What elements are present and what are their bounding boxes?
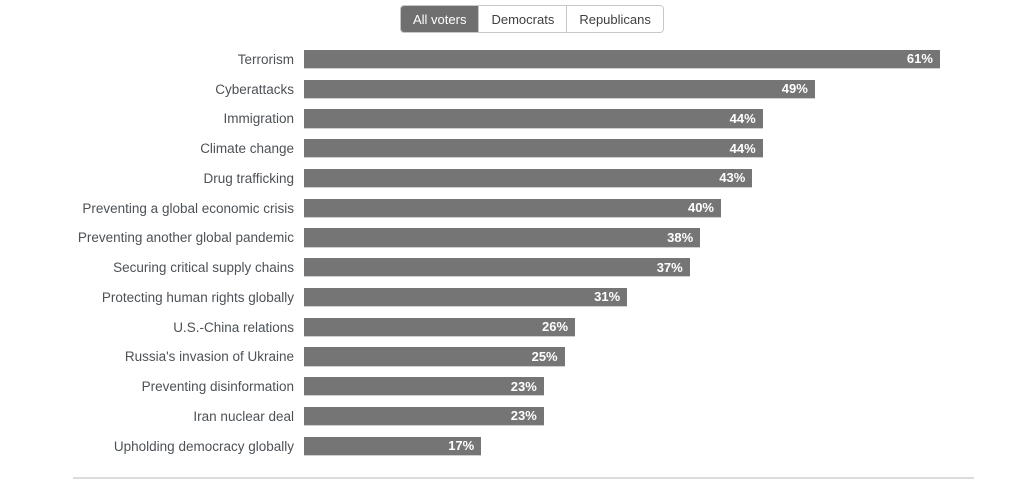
value-label: 44%	[729, 110, 756, 126]
bar-track: 26%	[304, 317, 1024, 337]
bar-row: Russia's invasion of Ukraine 25%	[0, 342, 1024, 372]
tab-all-voters[interactable]: All voters	[401, 6, 479, 32]
voter-group-tabs: All voters Democrats Republicans	[400, 5, 664, 33]
bar-track: 25%	[304, 347, 1024, 367]
bar-track: 38%	[304, 228, 1024, 248]
bar[interactable]: 44%	[304, 139, 763, 159]
value-label: 38%	[667, 229, 694, 245]
bar-row: Preventing another global pandemic 38%	[0, 223, 1024, 253]
bar-row: Preventing disinformation 23%	[0, 372, 1024, 402]
value-label: 31%	[594, 289, 621, 305]
bar-row: Immigration 44%	[0, 104, 1024, 134]
foreign-policy-priorities-bar-chart: Terrorism 61% Cyberattacks 49% Immigrati…	[0, 45, 1024, 462]
category-label: Russia's invasion of Ukraine	[124, 349, 294, 365]
value-label: 40%	[687, 200, 714, 216]
tab-label: Republicans	[579, 11, 651, 27]
bar-track: 44%	[304, 109, 1024, 129]
category-label: U.S.-China relations	[173, 319, 294, 335]
bar-track: 44%	[304, 139, 1024, 159]
bar[interactable]: 31%	[304, 287, 628, 308]
bar[interactable]: 38%	[304, 228, 701, 248]
bar-track: 23%	[304, 406, 1024, 427]
category-label: Preventing another global pandemic	[77, 230, 294, 246]
value-label: 43%	[719, 170, 746, 186]
bar-row: Cyberattacks 49%	[0, 74, 1024, 104]
bar-row: U.S.-China relations 26%	[0, 312, 1024, 342]
category-label: Drug trafficking	[203, 170, 294, 186]
bar-track: 40%	[304, 198, 1024, 218]
category-label: Preventing a global economic crisis	[82, 200, 294, 216]
bar-row: Drug trafficking 43%	[0, 164, 1024, 194]
bar[interactable]: 25%	[304, 347, 565, 367]
bar-track: 49%	[304, 79, 1024, 99]
bar-track: 61%	[304, 49, 1024, 70]
bar-row: Climate change 44%	[0, 134, 1024, 164]
bar-row: Iran nuclear deal 23%	[0, 402, 1024, 432]
bar-track: 17%	[304, 436, 1024, 456]
category-label: Iran nuclear deal	[193, 408, 294, 424]
bar[interactable]: 43%	[304, 168, 753, 189]
category-label: Climate change	[200, 141, 294, 157]
value-label: 23%	[510, 378, 537, 394]
value-label: 49%	[781, 81, 808, 97]
category-label: Immigration	[223, 111, 294, 127]
category-label: Securing critical supply chains	[113, 260, 294, 276]
value-label: 26%	[542, 319, 569, 335]
tab-republicans[interactable]: Republicans	[566, 6, 663, 32]
bar-track: 23%	[304, 377, 1024, 397]
bar-row: Upholding democracy globally 17%	[0, 431, 1024, 461]
bar-row: Preventing a global economic crisis 40%	[0, 193, 1024, 223]
category-label: Terrorism	[237, 51, 294, 67]
tab-democrats[interactable]: Democrats	[478, 6, 567, 32]
bar-track: 37%	[304, 258, 1024, 278]
value-label: 44%	[729, 140, 756, 156]
category-label: Cyberattacks	[215, 81, 294, 97]
value-label: 17%	[448, 438, 475, 454]
bar-track: 43%	[304, 168, 1024, 189]
category-label: Protecting human rights globally	[101, 289, 294, 305]
value-label: 23%	[510, 408, 537, 424]
bar[interactable]: 49%	[304, 79, 815, 99]
bar-row: Terrorism 61%	[0, 45, 1024, 75]
bar[interactable]: 44%	[304, 109, 763, 129]
tab-label: All voters	[413, 11, 467, 27]
bar[interactable]: 61%	[304, 49, 940, 70]
bar[interactable]: 26%	[304, 317, 576, 337]
bar[interactable]: 17%	[304, 436, 482, 456]
bar[interactable]: 23%	[304, 377, 544, 397]
tab-label: Democrats	[491, 11, 555, 27]
bar-track: 31%	[304, 287, 1024, 308]
category-label: Upholding democracy globally	[113, 438, 294, 454]
bar-row: Securing critical supply chains 37%	[0, 253, 1024, 283]
bottom-divider	[73, 477, 974, 479]
category-label: Preventing disinformation	[141, 379, 294, 395]
bar[interactable]: 37%	[304, 258, 690, 278]
bar[interactable]: 40%	[304, 198, 721, 218]
value-label: 37%	[656, 259, 683, 275]
value-label: 25%	[531, 348, 558, 364]
bar[interactable]: 23%	[304, 406, 544, 427]
bar-row: Protecting human rights globally 31%	[0, 283, 1024, 313]
value-label: 61%	[906, 51, 933, 67]
